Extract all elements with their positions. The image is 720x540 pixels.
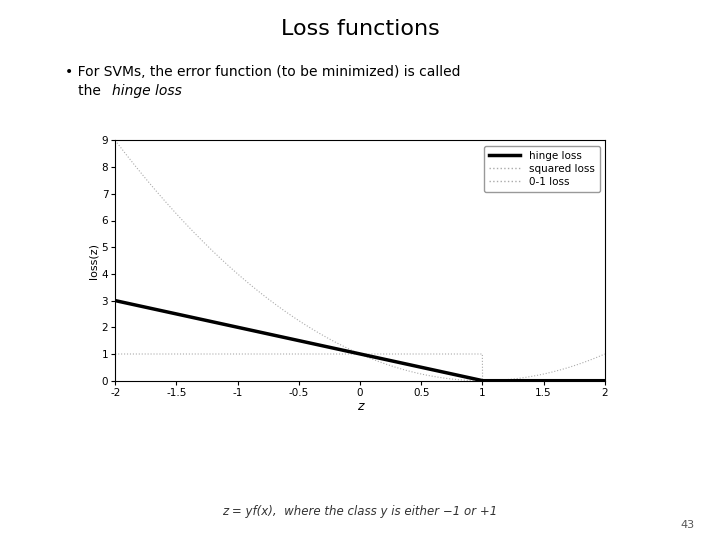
Text: the: the xyxy=(65,84,105,98)
X-axis label: z: z xyxy=(356,401,364,414)
hinge loss xyxy=(587,377,595,384)
0-1 loss xyxy=(336,351,345,357)
hinge loss xyxy=(497,377,505,384)
Line: hinge loss: hinge loss xyxy=(115,301,605,381)
Y-axis label: loss(z): loss(z) xyxy=(89,242,99,279)
Text: • For SVMs, the error function (to be minimized) is called: • For SVMs, the error function (to be mi… xyxy=(65,65,460,79)
0-1 loss xyxy=(111,351,120,357)
Text: z = yf(x),  where the class y is either −1 or +1: z = yf(x), where the class y is either −… xyxy=(222,505,498,518)
Text: 43: 43 xyxy=(680,520,695,530)
hinge loss xyxy=(136,303,145,309)
squared loss xyxy=(600,351,609,357)
squared loss xyxy=(136,168,145,175)
squared loss xyxy=(111,137,120,144)
0-1 loss xyxy=(587,377,595,384)
0-1 loss xyxy=(586,377,595,384)
squared loss xyxy=(478,377,487,384)
hinge loss xyxy=(600,377,609,384)
0-1 loss xyxy=(497,377,505,384)
Line: squared loss: squared loss xyxy=(115,140,605,381)
squared loss xyxy=(349,348,358,354)
squared loss xyxy=(586,356,595,363)
Text: hinge loss: hinge loss xyxy=(112,84,181,98)
Line: 0-1 loss: 0-1 loss xyxy=(115,354,605,381)
hinge loss xyxy=(586,377,595,384)
0-1 loss xyxy=(136,351,145,357)
hinge loss xyxy=(336,347,345,353)
Text: Loss functions: Loss functions xyxy=(281,19,439,39)
0-1 loss xyxy=(478,377,487,384)
squared loss xyxy=(336,341,345,348)
0-1 loss xyxy=(349,351,358,357)
Legend: hinge loss, squared loss, 0-1 loss: hinge loss, squared loss, 0-1 loss xyxy=(484,146,600,192)
hinge loss xyxy=(349,349,358,356)
hinge loss xyxy=(111,298,120,304)
squared loss xyxy=(497,377,505,383)
squared loss xyxy=(587,356,595,363)
hinge loss xyxy=(478,377,487,384)
0-1 loss xyxy=(600,377,609,384)
